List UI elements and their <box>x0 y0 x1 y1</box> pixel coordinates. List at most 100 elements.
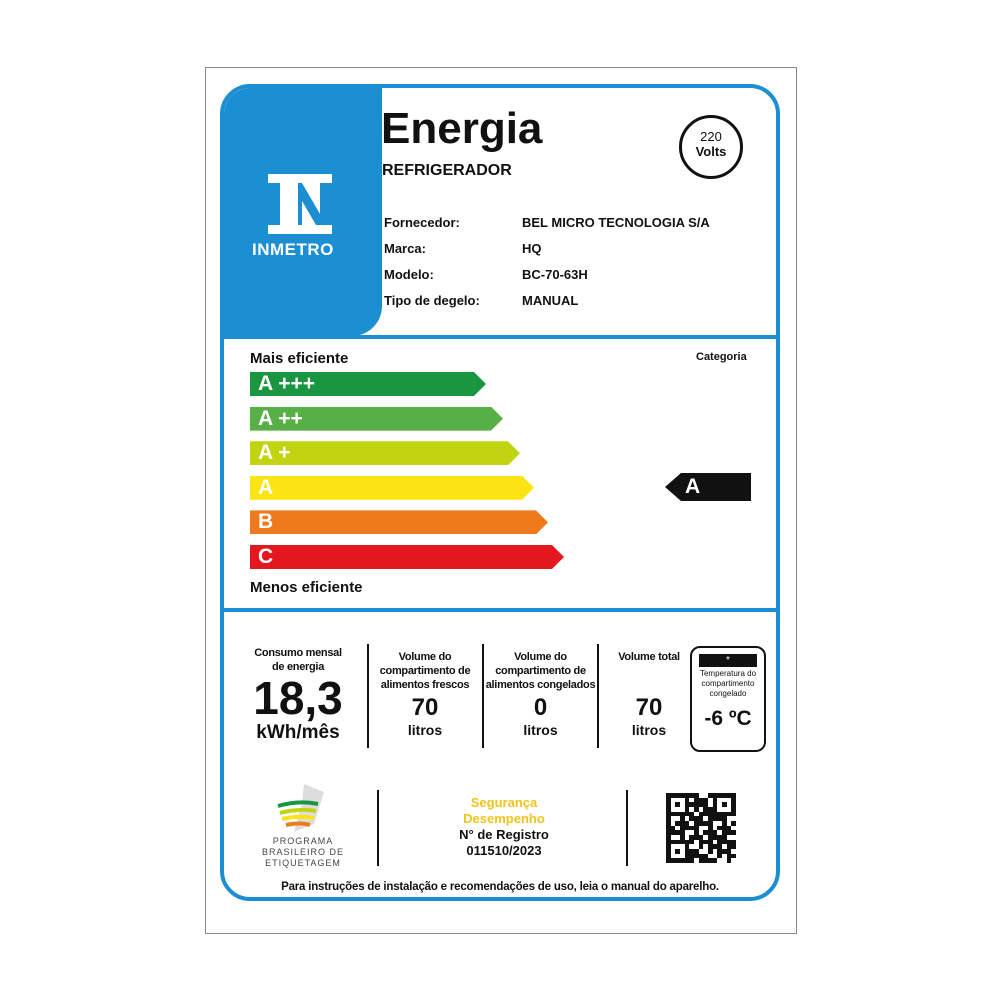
info-row: Fornecedor: BEL MICRO TECNOLOGIA S/A <box>384 210 710 236</box>
least-efficient-label: Menos eficiente <box>250 579 363 596</box>
qr-module <box>731 844 736 849</box>
consumption-unit: kWh/mês <box>256 722 340 743</box>
qr-module <box>698 839 704 845</box>
qr-module <box>703 830 708 835</box>
qr-module <box>666 839 671 845</box>
qr-module <box>670 802 676 807</box>
qr-module <box>670 797 676 803</box>
qr-module <box>726 830 732 835</box>
product-info: Fornecedor: BEL MICRO TECNOLOGIA S/A Marc… <box>384 210 710 314</box>
frozen-volume-value: 0 <box>533 694 548 721</box>
qr-module <box>698 797 704 803</box>
qr-module <box>726 793 732 798</box>
qr-module <box>670 811 676 817</box>
qr-module <box>689 848 694 854</box>
qr-module <box>675 820 680 826</box>
qr-module <box>675 853 680 859</box>
qr-module <box>666 802 671 807</box>
qr-module <box>731 820 736 826</box>
qr-module <box>689 830 694 835</box>
qr-module <box>726 816 732 821</box>
qr-module <box>679 811 685 817</box>
qr-module <box>698 830 704 835</box>
qr-module <box>712 848 718 854</box>
qr-module <box>675 811 680 817</box>
qr-module <box>726 858 732 863</box>
fresh-volume-unit: litros <box>407 722 443 738</box>
qr-module <box>712 811 718 817</box>
footer-note: Para instruções de instalação e recomend… <box>281 881 719 893</box>
qr-module <box>726 806 732 812</box>
qr-module <box>731 811 736 817</box>
qr-module <box>698 793 704 798</box>
qr-module <box>721 853 727 859</box>
qr-module <box>726 802 732 807</box>
qr-module <box>684 839 690 845</box>
consumption-value: 18,3 <box>253 672 343 724</box>
info-label: Fornecedor: <box>384 215 460 230</box>
temperature-label: Temperatura do compartimento congelado <box>699 669 757 698</box>
qr-module <box>698 825 704 831</box>
qr-module <box>670 839 676 845</box>
qr-module <box>703 802 708 807</box>
divider <box>482 644 484 748</box>
pbe-logo-icon <box>277 784 324 832</box>
consumption-label: Consumo mensal de energia <box>254 647 342 673</box>
qr-module <box>693 858 699 863</box>
qr-module <box>707 816 713 821</box>
qr-module <box>703 834 708 840</box>
info-value: BEL MICRO TECNOLOGIA S/A <box>522 215 710 230</box>
qr-module <box>707 834 713 840</box>
qr-module <box>698 820 704 826</box>
qr-module <box>721 816 727 821</box>
qr-module <box>731 816 736 821</box>
qr-module <box>666 811 671 817</box>
qr-module <box>693 806 699 812</box>
qr-module <box>679 825 685 831</box>
qr-module <box>712 858 718 863</box>
qr-module <box>666 816 671 821</box>
qr-module <box>698 858 704 863</box>
info-row: Tipo de degelo: MANUAL <box>384 288 710 314</box>
qr-module <box>726 834 732 840</box>
qr-module <box>693 853 699 859</box>
qr-module <box>670 830 676 835</box>
qr-module <box>689 839 694 845</box>
qr-module <box>707 793 713 798</box>
qr-module <box>721 825 727 831</box>
qr-module <box>689 858 694 863</box>
pbe-logo-text: PROGRAMA BRASILEIRO DE ETIQUETAGEM <box>261 836 345 868</box>
qr-module <box>684 844 690 849</box>
qr-module <box>731 797 736 803</box>
qr-module <box>689 844 694 849</box>
frozen-volume-block: Volume do compartimento de alimentos con… <box>484 650 597 739</box>
qr-module <box>670 825 676 831</box>
qr-module <box>679 797 685 803</box>
qr-module <box>707 830 713 835</box>
qr-module <box>703 825 708 831</box>
qr-module <box>707 853 713 859</box>
qr-module <box>675 825 680 831</box>
qr-module <box>670 820 676 826</box>
qr-module <box>689 834 694 840</box>
qr-module <box>707 848 713 854</box>
qr-module <box>721 811 727 817</box>
qr-module <box>698 844 704 849</box>
frozen-volume-unit: litros <box>523 722 558 738</box>
total-volume-block: Volume total 70 litros <box>612 650 686 739</box>
qr-module <box>666 834 671 840</box>
qr-module <box>731 834 736 840</box>
qr-module <box>689 802 694 807</box>
qr-module <box>717 830 722 835</box>
qr-module <box>712 802 718 807</box>
efficiency-bar: A +++ <box>250 372 486 396</box>
qr-module <box>703 806 708 812</box>
qr-module <box>717 811 722 817</box>
qr-module <box>717 834 722 840</box>
qr-module <box>721 848 727 854</box>
safety-label: Segurança <box>470 795 538 810</box>
qr-module <box>703 844 708 849</box>
qr-module <box>679 820 685 826</box>
divider <box>367 644 369 748</box>
qr-module <box>698 806 704 812</box>
